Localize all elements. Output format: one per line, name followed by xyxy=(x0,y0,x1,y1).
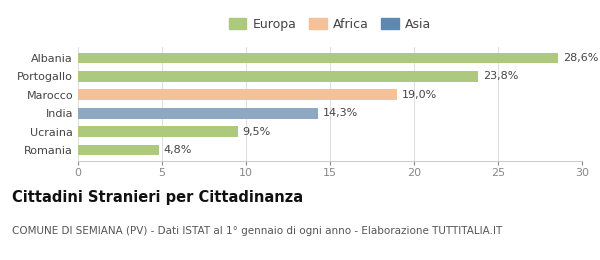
Text: Cittadini Stranieri per Cittadinanza: Cittadini Stranieri per Cittadinanza xyxy=(12,190,303,205)
Text: 28,6%: 28,6% xyxy=(563,53,599,63)
Bar xyxy=(78,145,158,155)
Bar xyxy=(78,89,397,100)
Text: 14,3%: 14,3% xyxy=(323,108,359,118)
Text: 19,0%: 19,0% xyxy=(402,90,437,100)
Bar xyxy=(78,71,478,82)
Text: COMUNE DI SEMIANA (PV) - Dati ISTAT al 1° gennaio di ogni anno - Elaborazione TU: COMUNE DI SEMIANA (PV) - Dati ISTAT al 1… xyxy=(12,226,502,236)
Bar xyxy=(78,108,318,119)
Text: 9,5%: 9,5% xyxy=(242,127,271,137)
Legend: Europa, Africa, Asia: Europa, Africa, Asia xyxy=(224,13,436,36)
Text: 4,8%: 4,8% xyxy=(164,145,192,155)
Bar xyxy=(78,53,559,63)
Text: 23,8%: 23,8% xyxy=(483,71,518,81)
Bar xyxy=(78,126,238,137)
